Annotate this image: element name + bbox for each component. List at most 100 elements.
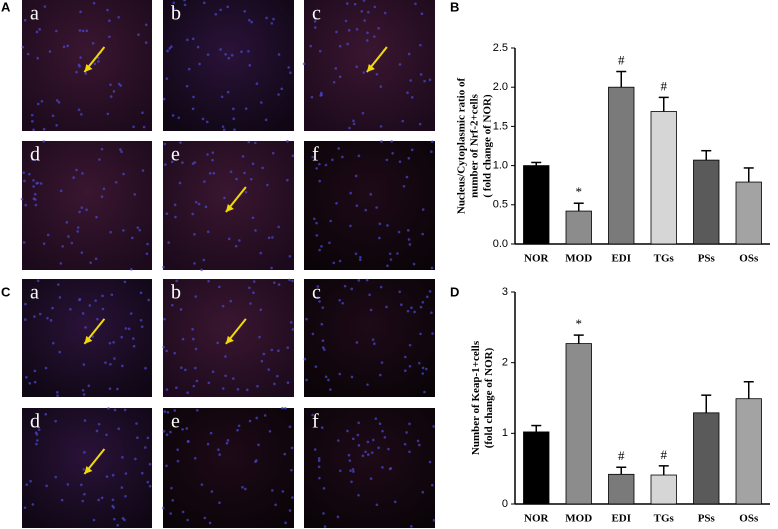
nucleus-dot bbox=[25, 375, 28, 379]
nucleus-dot bbox=[35, 442, 38, 446]
nucleus-dot bbox=[386, 264, 389, 268]
nucleus-dot bbox=[54, 419, 57, 423]
nucleus-dot bbox=[385, 158, 389, 162]
nucleus-dot bbox=[277, 53, 281, 56]
nucleus-dot bbox=[316, 285, 320, 288]
nucleus-dot bbox=[113, 408, 117, 412]
nucleus-dot bbox=[146, 480, 150, 484]
nucleus-dot bbox=[187, 67, 191, 71]
nucleus-dot bbox=[425, 295, 429, 299]
nucleus-dot bbox=[290, 468, 293, 472]
nucleus-dot bbox=[177, 116, 181, 120]
nucleus-dot bbox=[356, 433, 360, 437]
nucleus-dot bbox=[120, 150, 123, 154]
nucleus-dot bbox=[206, 230, 210, 234]
nucleus-dot bbox=[97, 498, 100, 502]
nucleus-dot bbox=[78, 210, 81, 214]
nucleus-dot bbox=[218, 501, 221, 504]
nucleus-dot bbox=[355, 341, 359, 344]
nucleus-dot bbox=[165, 349, 168, 353]
nucleus-dot bbox=[34, 203, 38, 207]
nucleus-dot bbox=[270, 266, 273, 270]
nucleus-dot bbox=[162, 97, 166, 101]
nucleus-dot bbox=[262, 352, 266, 356]
nucleus-dot bbox=[95, 429, 99, 433]
nucleus-dot bbox=[286, 346, 290, 349]
nucleus-dot bbox=[124, 472, 128, 475]
nucleus-dot bbox=[341, 301, 345, 305]
x-tick-label: EDI bbox=[611, 513, 631, 525]
significance-mark: # bbox=[661, 78, 668, 93]
nucleus-dot bbox=[403, 442, 407, 446]
nucleus-dot bbox=[37, 428, 41, 432]
nucleus-dot bbox=[413, 310, 416, 314]
nucleus-dot bbox=[338, 44, 342, 48]
nucleus-dot bbox=[379, 125, 383, 128]
nucleus-dot bbox=[368, 293, 371, 297]
nucleus-dot bbox=[408, 450, 411, 454]
nucleus-dot bbox=[132, 344, 136, 348]
nucleus-dot bbox=[59, 189, 63, 193]
nucleus-dot bbox=[193, 262, 196, 265]
micrograph bbox=[22, 141, 152, 270]
nucleus-dot bbox=[101, 307, 105, 311]
nucleus-dot bbox=[120, 335, 123, 339]
nucleus-dot bbox=[236, 388, 240, 391]
nucleus-dot bbox=[191, 37, 195, 41]
significance-mark: # bbox=[661, 447, 668, 462]
nucleus-dot bbox=[339, 469, 342, 473]
nucleus-dot bbox=[175, 279, 178, 283]
nucleus-dot bbox=[378, 236, 381, 240]
y-tick-label: 0 bbox=[502, 498, 508, 510]
nucleus-dot bbox=[56, 391, 59, 394]
nucleus-dot bbox=[354, 252, 358, 256]
nucleus-dot bbox=[44, 366, 48, 370]
nucleus-dot bbox=[259, 308, 263, 312]
nucleus-dot bbox=[56, 394, 59, 397]
nucleus-dot bbox=[57, 101, 61, 104]
nucleus-dot bbox=[291, 279, 294, 283]
nucleus-dot bbox=[146, 242, 149, 246]
nucleus-dot bbox=[357, 444, 361, 447]
nucleus-dot bbox=[410, 525, 413, 528]
nucleus-dot bbox=[57, 283, 60, 286]
nucleus-dot bbox=[385, 305, 388, 309]
nucleus-dot bbox=[286, 139, 289, 143]
nucleus-dot bbox=[338, 259, 342, 263]
nucleus-dot bbox=[80, 206, 84, 209]
nucleus-dot bbox=[80, 112, 83, 116]
nucleus-dot bbox=[252, 280, 256, 283]
nucleus-dot bbox=[43, 5, 47, 8]
nucleus-dot bbox=[366, 383, 369, 386]
nucleus-dot bbox=[38, 28, 41, 31]
nucleus-dot bbox=[273, 382, 276, 386]
nucleus-dot bbox=[39, 182, 43, 185]
nucleus-dot bbox=[319, 91, 323, 95]
y-axis-label: Nucleus/Cytoplasmic ratio of bbox=[456, 78, 468, 215]
nucleus-dot bbox=[78, 298, 81, 302]
nucleus-dot bbox=[398, 290, 402, 294]
nucleus-dot bbox=[355, 65, 358, 69]
nucleus-dot bbox=[270, 22, 274, 25]
nucleus-dot bbox=[238, 239, 241, 242]
nucleus-dot bbox=[211, 151, 215, 154]
nucleus-dot bbox=[166, 410, 170, 414]
nucleus-dot bbox=[379, 373, 382, 377]
nucleus-dot bbox=[264, 118, 268, 122]
nucleus-dot bbox=[362, 71, 366, 74]
nucleus-dot bbox=[222, 128, 226, 132]
nucleus-dot bbox=[305, 378, 308, 382]
nucleus-dot bbox=[406, 229, 410, 232]
nucleus-dot bbox=[88, 304, 92, 307]
y-axis-label: (fold change of NOR) bbox=[483, 347, 495, 448]
nucleus-dot bbox=[76, 226, 80, 229]
nucleus-dot bbox=[312, 217, 316, 221]
image-label: d bbox=[30, 411, 40, 433]
arrow-head bbox=[366, 64, 375, 73]
nucleus-dot bbox=[66, 44, 70, 48]
nucleus-dot bbox=[42, 140, 46, 143]
x-tick-label: PSs bbox=[698, 513, 716, 525]
nucleus-dot bbox=[33, 315, 36, 318]
nucleus-dot bbox=[251, 162, 255, 166]
nucleus-dot bbox=[122, 172, 125, 176]
